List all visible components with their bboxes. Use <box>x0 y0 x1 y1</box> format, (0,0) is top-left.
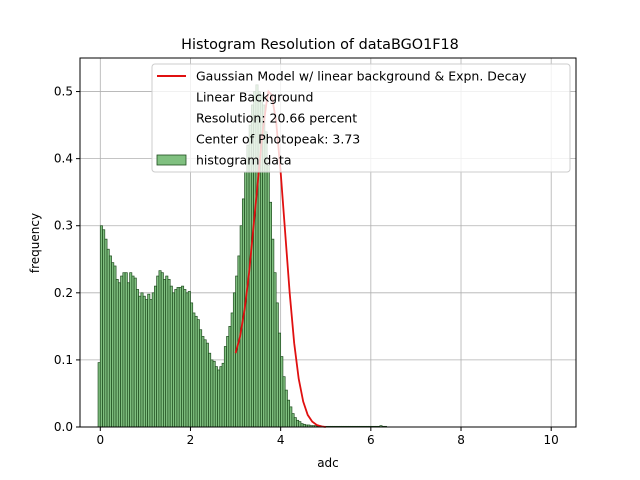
y-tick-label: 0.2 <box>54 286 73 300</box>
x-tick-label: 8 <box>457 433 465 447</box>
x-tick-label: 6 <box>367 433 375 447</box>
y-tick-label: 0.1 <box>54 353 73 367</box>
axes-frame <box>79 57 577 428</box>
y-tick-label: 0.3 <box>54 219 73 233</box>
legend-label: Gaussian Model w/ linear background & Ex… <box>196 69 527 84</box>
y-tick-label: 0.4 <box>54 152 73 166</box>
x-tick-label: 4 <box>277 433 285 447</box>
x-tick-label: 2 <box>187 433 195 447</box>
legend: Gaussian Model w/ linear background & Ex… <box>151 63 571 173</box>
x-axis-label: adc <box>317 456 339 470</box>
legend-label: Center of Photopeak: 3.73 <box>196 132 360 147</box>
legend-label: Resolution: 20.66 percent <box>196 111 357 126</box>
y-axis-ticks: 0.0 0.1 0.2 0.3 0.4 0.5 <box>54 85 80 434</box>
x-axis-ticks: 0 2 4 6 8 10 <box>96 427 559 447</box>
y-tick-label: 0.0 <box>54 420 73 434</box>
legend-label: Linear Background <box>196 90 313 105</box>
x-tick-label: 0 <box>96 433 104 447</box>
legend-histogram-swatch <box>156 154 187 166</box>
y-tick-label: 0.5 <box>54 85 73 99</box>
y-axis-label: frequency <box>28 213 42 273</box>
x-tick-label: 10 <box>544 433 559 447</box>
legend-label: histogram data <box>196 153 292 168</box>
chart-title: Histogram Resolution of dataBGO1F18 <box>181 37 459 53</box>
legend-box <box>151 63 571 173</box>
